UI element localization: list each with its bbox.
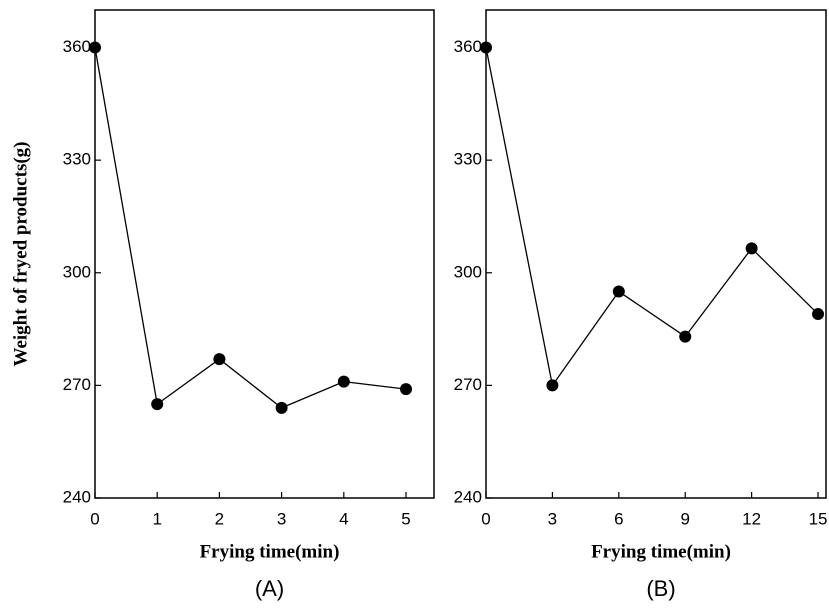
x-tick-label: 5 <box>401 509 410 528</box>
data-point <box>480 41 492 54</box>
x-tick-label: 1 <box>152 509 161 528</box>
y-tick-label: 330 <box>454 150 482 169</box>
y-tick-label: 360 <box>63 37 91 56</box>
x-axis-label: Frying time(min) <box>200 541 340 562</box>
series-line <box>485 47 819 387</box>
x-axis-label: Frying time(min) <box>591 541 731 562</box>
x-tick-label: 15 <box>809 509 828 528</box>
x-tick-label: 9 <box>680 509 689 528</box>
panel-label: (A) <box>255 576 284 601</box>
plot-frame <box>94 9 435 499</box>
x-tick-label: 0 <box>90 509 99 528</box>
data-point <box>546 379 559 392</box>
y-tick-label: 240 <box>63 487 91 506</box>
y-tick-label: 300 <box>63 262 91 281</box>
x-tick-label: 0 <box>481 509 490 528</box>
x-tick-label: 6 <box>614 509 623 528</box>
y-tick-label: 240 <box>454 487 482 506</box>
y-tick-label: 270 <box>63 375 91 394</box>
data-point <box>812 308 825 321</box>
series-line <box>94 47 407 409</box>
x-tick-label: 12 <box>742 509 761 528</box>
y-tick-label: 300 <box>454 262 482 281</box>
plot-frame <box>485 9 827 499</box>
data-point <box>337 375 350 388</box>
data-point <box>679 330 692 343</box>
data-point <box>612 285 625 298</box>
data-point <box>400 383 413 396</box>
data-point <box>275 401 288 414</box>
y-tick-label: 360 <box>454 37 482 56</box>
y-tick-label: 270 <box>454 375 482 394</box>
data-point <box>745 242 758 255</box>
y-tick-label: 330 <box>63 150 91 169</box>
data-point <box>213 353 226 366</box>
data-point <box>151 398 164 411</box>
x-tick-label: 3 <box>548 509 557 528</box>
x-tick-label: 3 <box>277 509 286 528</box>
x-tick-label: 4 <box>339 509 348 528</box>
data-point <box>89 41 101 54</box>
y-axis-label: Weight of fryed products(g) <box>10 142 31 367</box>
x-tick-label: 2 <box>215 509 224 528</box>
panel-label: (B) <box>646 576 675 601</box>
